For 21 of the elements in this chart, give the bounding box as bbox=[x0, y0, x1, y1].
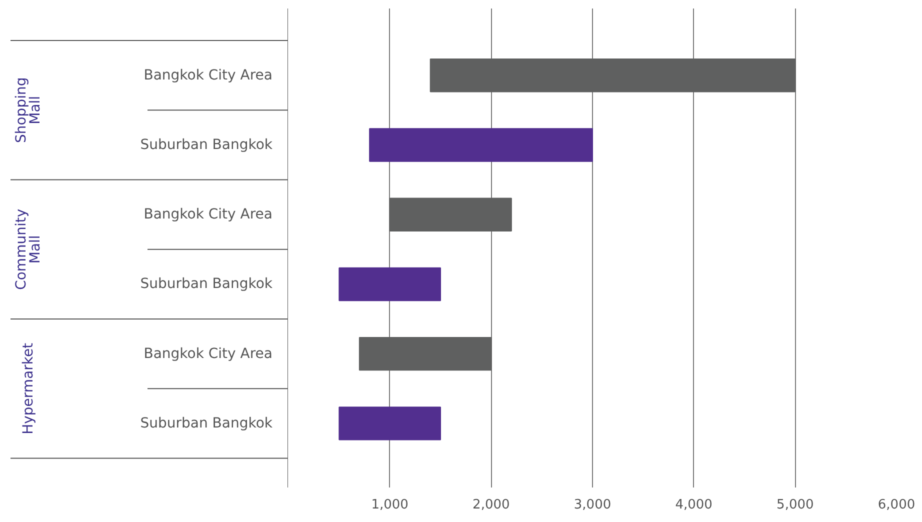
bar bbox=[389, 198, 512, 232]
bar bbox=[338, 267, 441, 302]
bar bbox=[369, 128, 593, 162]
y-tick-label: Bangkok City Area bbox=[144, 346, 273, 362]
text: Community Mall bbox=[13, 208, 44, 290]
x-tick-label: 4,000 bbox=[675, 498, 712, 512]
y-tick-label: Suburban Bangkok bbox=[140, 415, 274, 432]
x-tick-label: 2,000 bbox=[472, 498, 510, 512]
x-tick-label: 5,000 bbox=[776, 498, 814, 512]
y-tick-label: Suburban Bangkok bbox=[140, 136, 274, 153]
y-tick-label: Bangkok City Area bbox=[144, 206, 273, 223]
x-tick-label: 1,000 bbox=[371, 498, 408, 512]
y-tick-label: Bangkok City Area bbox=[144, 67, 273, 84]
x-tick-label: 6,000 bbox=[878, 498, 916, 512]
bar bbox=[338, 406, 441, 440]
text: Shopping Mall bbox=[13, 77, 44, 144]
y-tick-label: Suburban Bangkok bbox=[140, 276, 274, 292]
text: Hypermarket bbox=[20, 342, 36, 434]
bar bbox=[430, 58, 796, 92]
x-tick-label: 3,000 bbox=[574, 498, 612, 512]
bar bbox=[358, 336, 492, 371]
